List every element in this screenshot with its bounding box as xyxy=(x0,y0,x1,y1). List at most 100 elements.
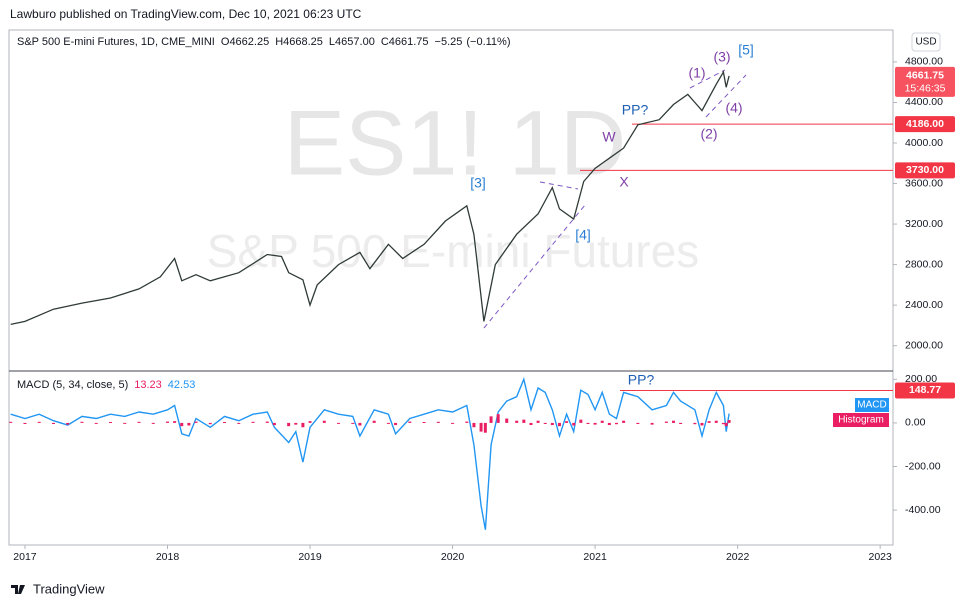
histogram-bar xyxy=(251,421,255,423)
publisher-line: Lawburo published on TradingView.com, De… xyxy=(10,7,362,21)
trend-line xyxy=(539,181,579,190)
histogram-bar xyxy=(94,422,98,424)
y-tick-label: 4800.00 xyxy=(905,56,943,68)
pane-0: 4800.00 4400.00 4000.00 3600.00 3200.00 2800.… xyxy=(10,42,955,351)
histogram-bar xyxy=(693,422,697,425)
pane-1: 200.00 0.00 -200.00 -400.00 2017 2018 2019 2020… xyxy=(9,372,955,563)
histogram-bar xyxy=(208,422,212,425)
histogram-bar xyxy=(714,420,718,423)
histogram-bar xyxy=(166,421,170,423)
histogram-bar xyxy=(372,420,376,423)
annotation: [4] xyxy=(575,227,591,243)
macd-title: MACD (5, 34, close, 5) xyxy=(17,379,128,391)
y-tick-label: 3200.00 xyxy=(905,218,943,230)
price-label: 4186.00 xyxy=(906,118,944,130)
change: −5.25 xyxy=(435,36,463,48)
histogram-bar xyxy=(187,422,191,426)
series-name: MACD xyxy=(857,400,886,411)
histogram-bar xyxy=(223,422,227,424)
histogram-bar xyxy=(557,422,561,427)
histogram-bar xyxy=(650,422,654,425)
ohlc-value: 4661.75 xyxy=(389,36,429,48)
histogram-bar xyxy=(66,422,70,425)
histogram-bar xyxy=(472,422,476,428)
price-label-box xyxy=(895,116,955,133)
x-tick-label: 2022 xyxy=(726,551,750,563)
histogram-bar xyxy=(151,422,155,424)
histogram-bar xyxy=(451,422,455,424)
watermark: ES1! 1D S&P 500 E-mini Futures xyxy=(207,92,700,277)
histogram-bar xyxy=(337,422,341,424)
histogram-bar xyxy=(529,422,533,426)
histogram-bar xyxy=(287,422,291,427)
series-name: Histogram xyxy=(838,415,884,426)
annotation: (3) xyxy=(713,49,730,65)
histogram-bar xyxy=(707,421,711,423)
histogram-bar xyxy=(489,416,493,423)
y-tick-label: -200.00 xyxy=(905,460,941,472)
annotation: [3] xyxy=(470,175,486,191)
ohlc-value: 4662.25 xyxy=(229,36,269,48)
histogram-bar xyxy=(386,422,390,424)
histogram-bar xyxy=(408,421,412,423)
histogram-bar xyxy=(600,420,604,423)
y-tick-label: -400.00 xyxy=(905,504,941,516)
symbol-title: S&P 500 E-mini Futures, 1D, CME_MINI xyxy=(17,36,215,48)
x-tick-label: 2021 xyxy=(583,551,607,563)
currency-button[interactable] xyxy=(911,32,941,52)
histogram-bar xyxy=(301,422,305,428)
histogram-bar xyxy=(515,420,519,423)
histogram-bar xyxy=(308,421,312,423)
y-tick-label: 2800.00 xyxy=(905,258,943,270)
histogram-bar xyxy=(550,422,554,426)
annotation: PP? xyxy=(628,372,655,388)
histogram-bar xyxy=(536,420,540,423)
macd-legend: MACD (5, 34, close, 5) 13.23 42.53 xyxy=(17,379,195,391)
watermark-name: S&P 500 E-mini Futures xyxy=(207,225,700,277)
histogram-bar xyxy=(294,422,298,425)
price-label: 148.77 xyxy=(909,384,941,396)
histogram-bar xyxy=(721,422,725,425)
trend-line xyxy=(705,74,747,118)
histogram-bar xyxy=(593,422,597,425)
price-label-box xyxy=(895,162,955,179)
histogram-bar xyxy=(614,422,618,425)
ohlc-value: 4657.00 xyxy=(335,36,375,48)
histogram-bar xyxy=(351,422,355,424)
histogram-bar xyxy=(505,418,509,423)
histogram-bar xyxy=(265,421,269,423)
macd-value: 42.53 xyxy=(168,379,196,391)
annotation: PP? xyxy=(622,102,649,118)
histogram-bar xyxy=(664,421,668,423)
histogram-bar xyxy=(237,422,241,424)
annotation: (4) xyxy=(725,100,742,116)
y-tick-label: 3600.00 xyxy=(905,177,943,189)
histogram-bar xyxy=(543,422,547,424)
x-tick-label: 2019 xyxy=(298,551,322,563)
y-tick-label: 2000.00 xyxy=(905,339,943,351)
annotation: (1) xyxy=(688,65,705,81)
series-tag xyxy=(855,398,889,412)
brand-name: TradingView xyxy=(33,581,105,596)
histogram-bar xyxy=(123,422,127,424)
countdown: 15:46:35 xyxy=(905,83,946,95)
watermark-symbol: ES1! 1D xyxy=(284,92,627,194)
histogram-value: 13.23 xyxy=(134,379,162,391)
histogram-bar xyxy=(565,421,569,423)
histogram-bar xyxy=(394,422,398,426)
symbol-legend: S&P 500 E-mini Futures, 1D, CME_MINI O466… xyxy=(17,36,511,48)
x-tick-label: 2023 xyxy=(868,551,892,563)
histogram-bar xyxy=(465,421,469,423)
y-tick-label: 0.00 xyxy=(905,417,926,429)
footer-brand: TradingView xyxy=(11,581,105,596)
x-tick-label: 2017 xyxy=(13,551,37,563)
histogram-bar xyxy=(724,422,728,427)
histogram-bar xyxy=(479,422,483,432)
histogram-bar xyxy=(572,422,576,426)
price-label: 3730.00 xyxy=(906,164,944,176)
histogram-bar xyxy=(51,422,55,424)
histogram-bar xyxy=(483,422,487,433)
ohlc-key: C xyxy=(381,36,389,48)
